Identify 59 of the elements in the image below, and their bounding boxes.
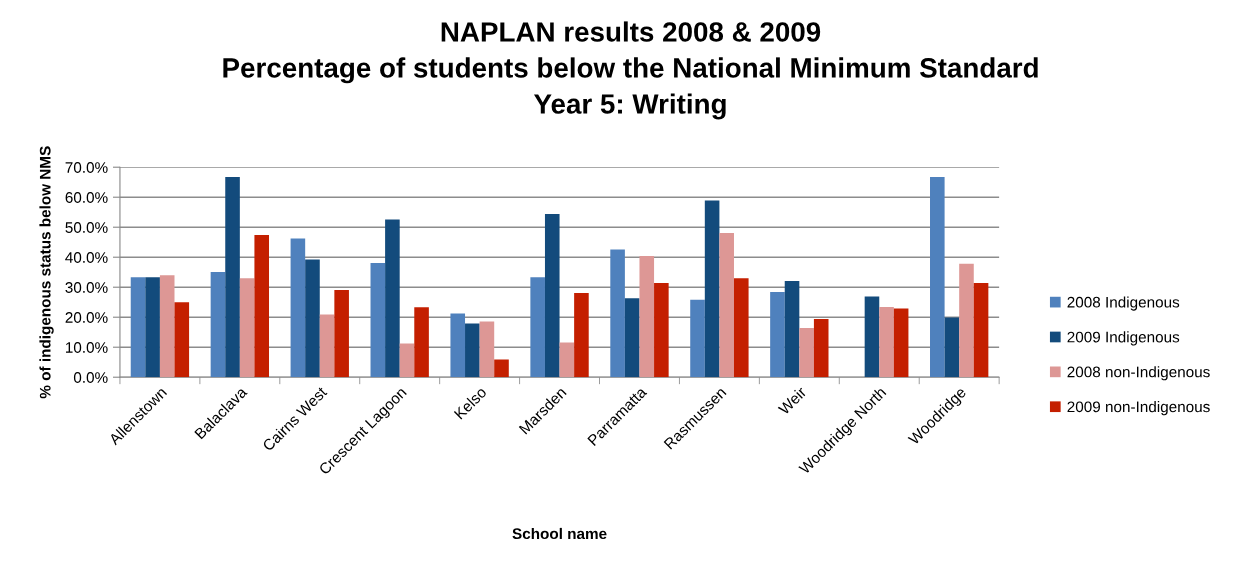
bar [639, 256, 655, 378]
bar [370, 262, 386, 378]
bar [225, 177, 240, 378]
bar [530, 277, 545, 378]
bar [305, 259, 320, 378]
bar [784, 280, 800, 378]
bar [879, 307, 894, 378]
bar [544, 214, 560, 378]
bar [239, 278, 255, 378]
y-tick-label: 0.0% [73, 372, 108, 383]
legend-label: 2009 non-Indigenous [1067, 401, 1210, 416]
bar [799, 328, 814, 378]
x-axis-title: School name [512, 527, 607, 540]
chart-title: NAPLAN results 2008 & 2009 Percentage of students below the National Minimum Standard Year 5: Writing [223, 21, 1038, 120]
bar [385, 219, 400, 378]
bar [864, 296, 880, 378]
bar [733, 278, 749, 378]
bar [254, 235, 270, 378]
bar [494, 359, 509, 378]
bar [210, 271, 226, 378]
legend-label: 2008 Indigenous [1067, 296, 1180, 311]
y-axis-title: % of indigenous status below NMS [39, 146, 54, 399]
bar [770, 292, 785, 378]
bar [399, 343, 415, 378]
bar [145, 277, 160, 378]
bar [465, 323, 480, 378]
bar [290, 238, 306, 378]
bar [973, 283, 989, 378]
bar [574, 292, 589, 378]
bar [334, 289, 349, 378]
legend-label: 2009 Indigenous [1067, 331, 1180, 346]
bar [559, 342, 575, 378]
x-tick-label: Weir [777, 385, 808, 416]
bar [959, 263, 974, 378]
bar [944, 317, 960, 378]
bar [159, 275, 175, 378]
y-tick-label: 70.0% [65, 162, 108, 173]
bar [479, 321, 495, 378]
bar [130, 277, 146, 378]
legend-label: 2008 non-Indigenous [1067, 366, 1210, 381]
y-tick-label: 50.0% [65, 222, 108, 233]
bar [893, 308, 909, 378]
bar [414, 307, 429, 378]
bar [319, 314, 335, 378]
y-tick-label: 30.0% [65, 282, 108, 293]
bar [813, 319, 829, 378]
bar [719, 232, 734, 378]
bar [704, 200, 720, 378]
y-tick-label: 60.0% [65, 192, 108, 203]
y-tick-label: 40.0% [65, 252, 108, 263]
bar [450, 313, 466, 378]
y-tick-label: 20.0% [65, 312, 108, 323]
bar [930, 177, 945, 378]
bar [174, 302, 190, 378]
bar [610, 249, 625, 378]
y-tick-label: 10.0% [65, 342, 108, 353]
bar [654, 283, 669, 378]
bar [624, 298, 640, 378]
bar [690, 299, 705, 378]
